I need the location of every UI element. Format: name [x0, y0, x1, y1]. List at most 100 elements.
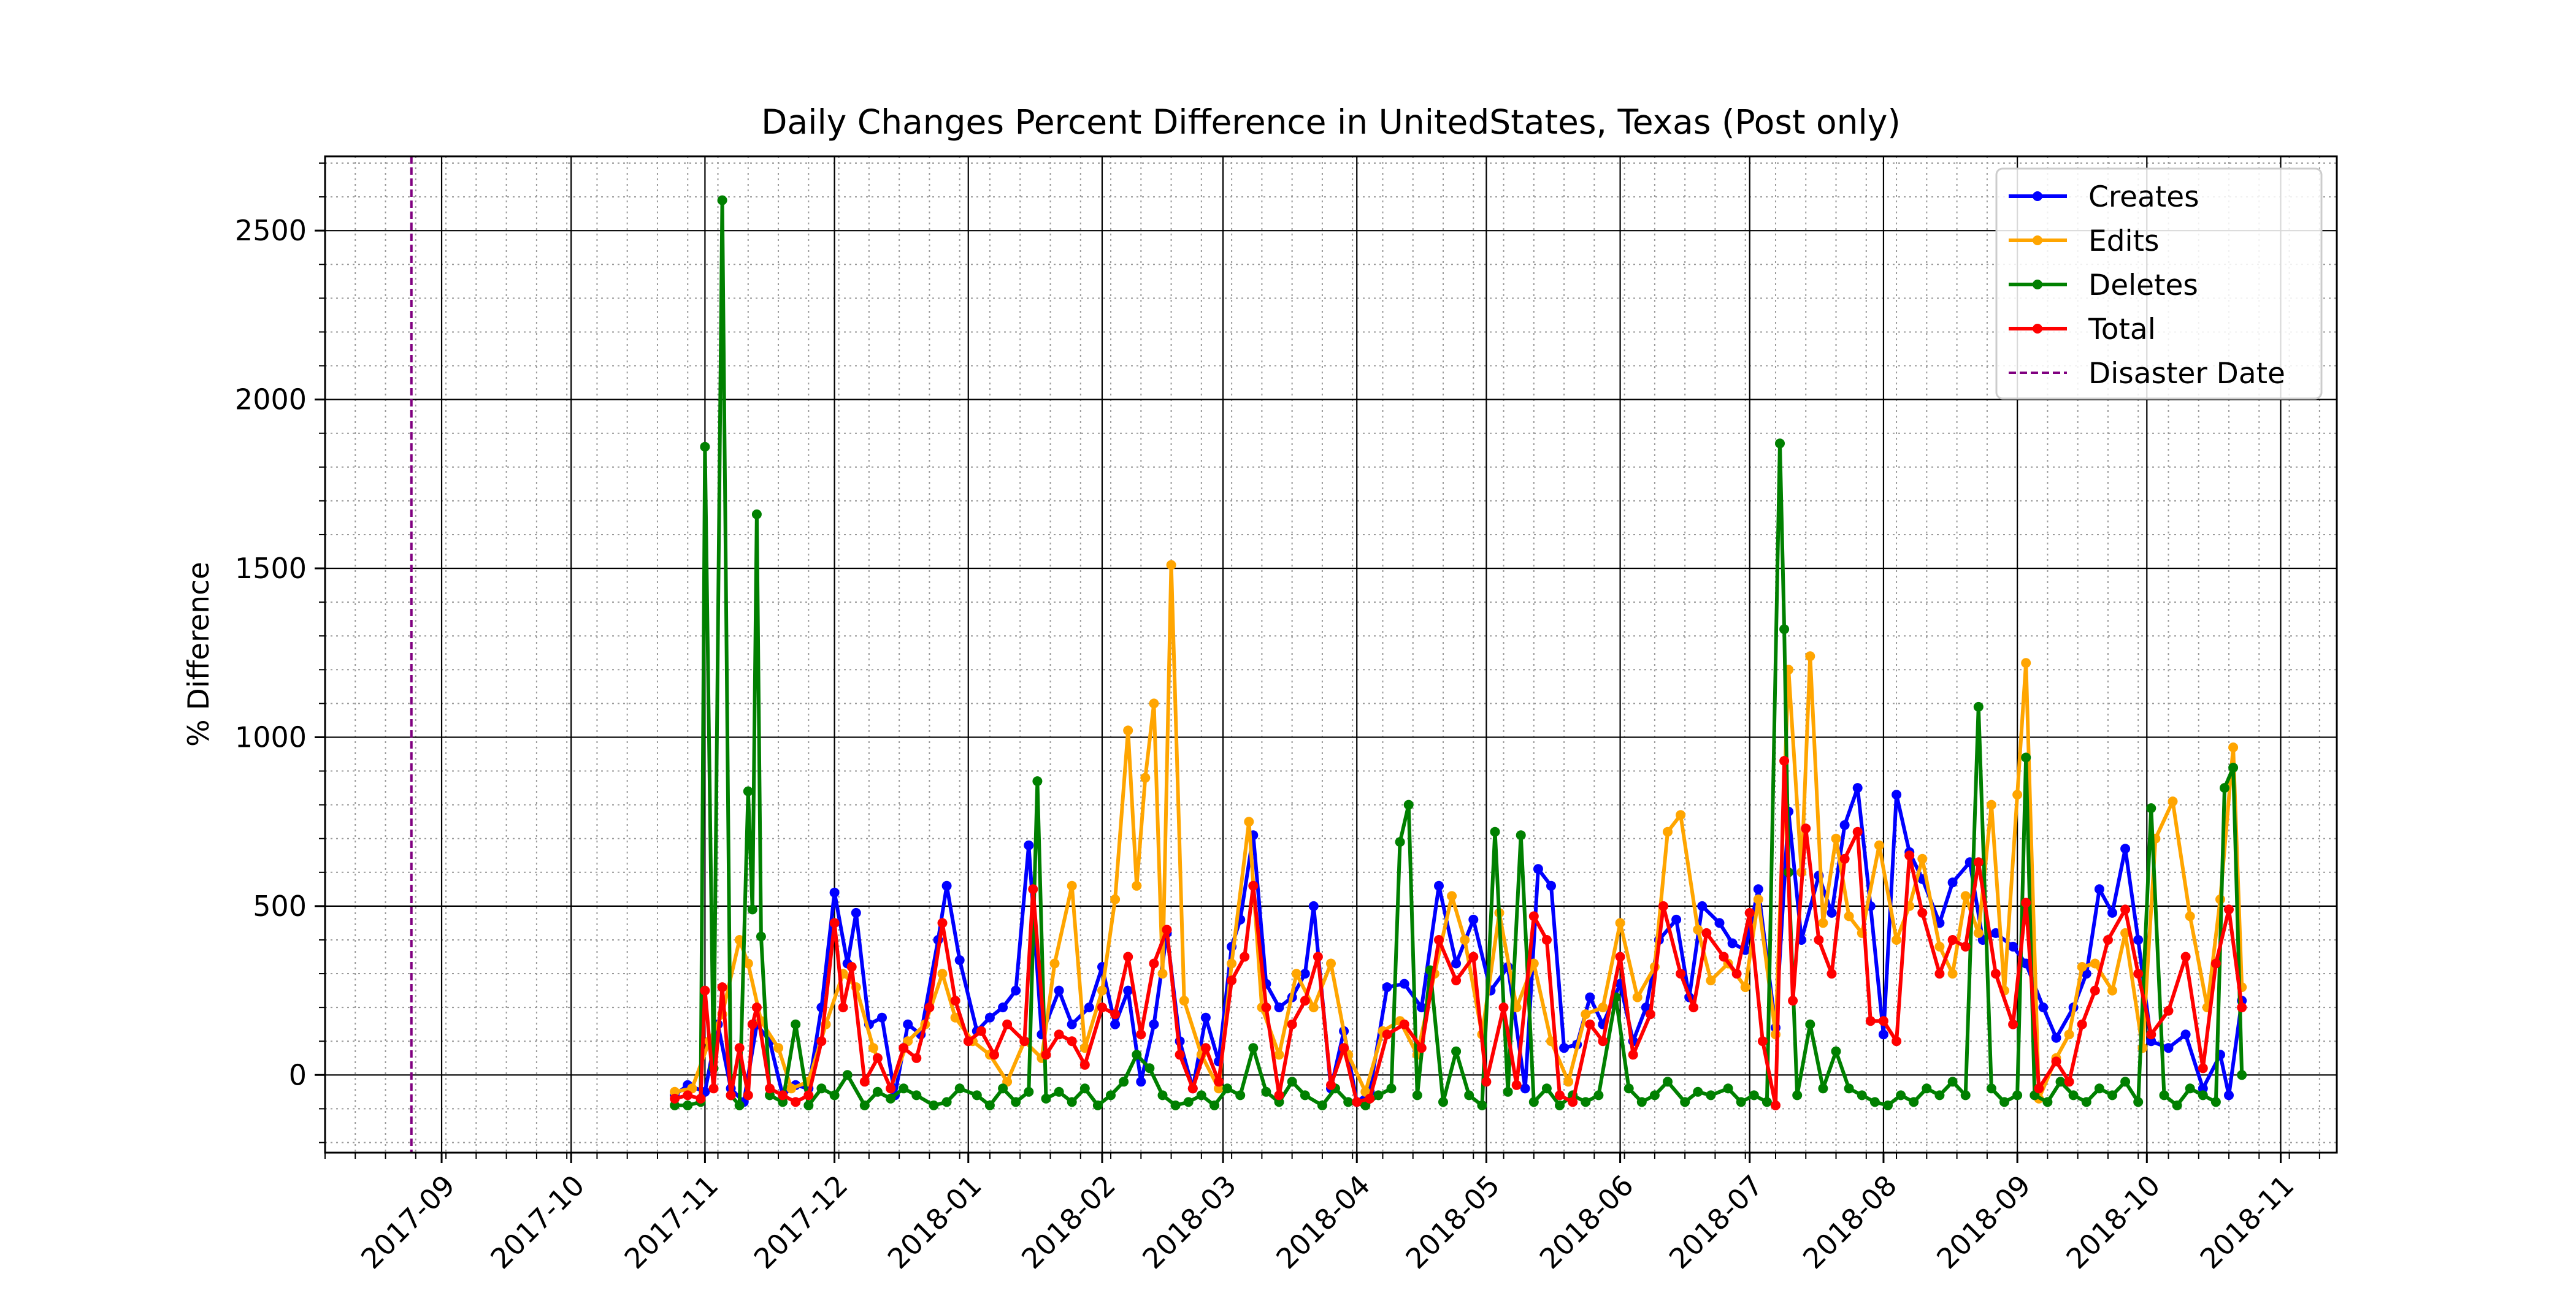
data-point-deletes [1412, 1090, 1422, 1101]
data-point-total [1598, 1036, 1608, 1047]
data-point-deletes [1649, 1090, 1660, 1101]
data-point-total [2180, 952, 2191, 962]
data-point-creates [1382, 982, 1392, 993]
data-point-total [1274, 1090, 1284, 1101]
data-point-total [1744, 907, 1755, 918]
legend-label-disaster-date: Disaster Date [2088, 357, 2285, 391]
data-point-deletes [1581, 1097, 1591, 1107]
data-point-deletes [1317, 1100, 1327, 1110]
data-point-creates [851, 907, 861, 918]
data-point-total [1779, 756, 1790, 766]
data-point-deletes [1749, 1090, 1759, 1101]
data-point-deletes [1235, 1090, 1246, 1101]
data-point-creates [1520, 1083, 1530, 1094]
data-point-deletes [1693, 1086, 1703, 1097]
data-point-total [924, 1002, 935, 1013]
data-point-deletes [2133, 1097, 2144, 1107]
data-point-deletes [829, 1090, 840, 1101]
data-point-total [1434, 935, 1444, 945]
data-point-edits [1227, 958, 1237, 969]
data-point-total [1814, 935, 1824, 945]
data-point-edits [1447, 891, 1457, 901]
data-point-total [1917, 907, 1928, 918]
data-point-total [1079, 1059, 1090, 1070]
data-point-total [1248, 880, 1259, 891]
data-point-total [1261, 1002, 1271, 1013]
data-point-deletes [2159, 1090, 2169, 1101]
data-point-creates [1110, 1019, 1121, 1029]
data-point-total [1481, 1077, 1492, 1087]
data-point-deletes [1490, 826, 1500, 837]
data-point-creates [2146, 1036, 2156, 1047]
data-point-deletes [1593, 1090, 1604, 1101]
legend-marker-creates [2033, 191, 2042, 201]
data-point-total [717, 982, 727, 993]
data-point-deletes [1477, 1100, 1487, 1110]
data-point-edits [1973, 928, 1984, 938]
data-point-deletes [941, 1097, 952, 1107]
data-point-edits [1917, 853, 1928, 864]
data-point-total [1960, 942, 1971, 952]
data-point-edits [950, 1012, 960, 1023]
data-point-creates [1714, 918, 1725, 928]
data-point-creates [2133, 935, 2144, 945]
data-point-total [2237, 1002, 2247, 1013]
data-point-creates [1585, 992, 1595, 1002]
data-point-total [1904, 850, 1915, 861]
data-point-total [1416, 1043, 1427, 1053]
data-point-total [2051, 1056, 2061, 1067]
data-point-total [1827, 969, 1837, 979]
data-point-deletes [2120, 1077, 2131, 1087]
series-layer [670, 195, 2247, 1110]
series-line-edits [674, 563, 2244, 1101]
data-point-deletes [2055, 1077, 2066, 1087]
data-point-deletes [1144, 1063, 1155, 1074]
data-point-total [2090, 985, 2100, 996]
data-point-deletes [670, 1100, 680, 1110]
data-point-edits [1179, 996, 1189, 1006]
data-point-total [1878, 1016, 1888, 1026]
legend-label-edits: Edits [2088, 224, 2160, 258]
data-point-edits [2090, 958, 2100, 969]
data-point-deletes [2185, 1083, 2195, 1094]
legend-label-creates: Creates [2088, 180, 2199, 214]
legend-label-total: Total [2088, 313, 2156, 346]
data-point-creates [998, 1002, 1008, 1013]
data-point-deletes [1395, 837, 1405, 847]
data-point-total [1568, 1097, 1578, 1107]
data-point-deletes [778, 1097, 788, 1107]
data-point-total [751, 1002, 762, 1013]
data-point-deletes [2228, 763, 2239, 773]
data-point-deletes [911, 1090, 922, 1101]
data-point-total [838, 1002, 848, 1013]
data-point-total [1498, 1002, 1509, 1013]
data-point-deletes [1132, 1050, 1142, 1060]
data-point-deletes [859, 1100, 870, 1110]
data-point-deletes [2094, 1083, 2104, 1094]
data-point-total [886, 1083, 896, 1094]
data-point-total [1990, 969, 2001, 979]
data-point-total [1555, 1090, 1565, 1101]
data-point-total [2120, 904, 2131, 915]
data-point-total [700, 985, 710, 996]
data-point-deletes [2172, 1100, 2182, 1110]
data-point-deletes [1157, 1090, 1168, 1101]
data-point-total [1645, 1009, 1655, 1020]
data-point-creates [1011, 985, 1021, 996]
legend-marker-deletes [2033, 280, 2042, 289]
data-point-edits [734, 935, 745, 945]
data-point-deletes [717, 195, 727, 205]
data-point-deletes [929, 1100, 939, 1110]
data-point-total [1865, 1016, 1876, 1026]
data-point-total [2224, 904, 2234, 915]
data-point-creates [1200, 1012, 1211, 1023]
data-point-creates [1136, 1077, 1146, 1087]
data-point-deletes [1775, 438, 1785, 449]
data-point-deletes [1922, 1083, 1932, 1094]
data-point-deletes [1805, 1019, 1815, 1029]
minor-grid [324, 156, 2337, 1153]
data-point-total [1214, 1077, 1224, 1087]
data-point-deletes [1222, 1083, 1233, 1094]
data-point-creates [829, 887, 840, 898]
data-point-edits [1844, 911, 1854, 922]
